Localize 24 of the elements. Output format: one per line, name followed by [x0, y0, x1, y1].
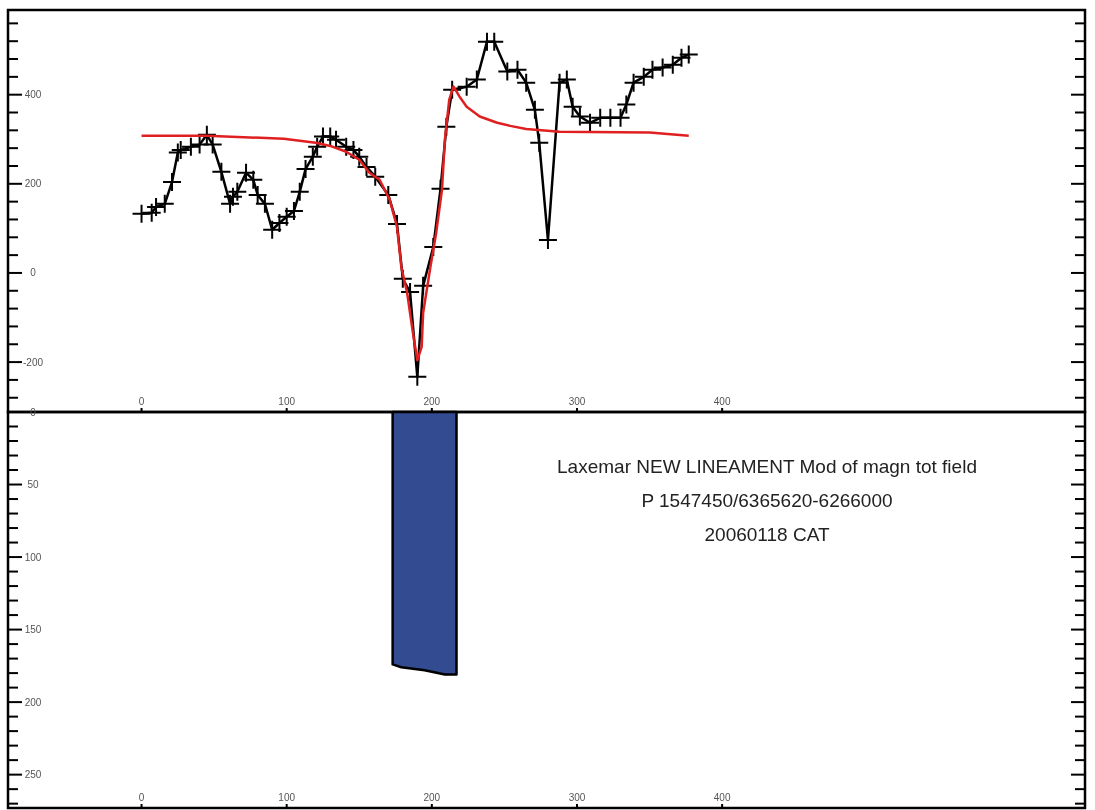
x-tick-label: 0 — [138, 396, 145, 407]
y-tick-label: 400 — [24, 89, 42, 101]
annotation: 20060118 CAT — [704, 524, 830, 545]
annotation: Laxemar NEW LINEAMENT Mod of magn tot field — [557, 456, 977, 477]
x-tick-label: 100 — [278, 792, 296, 803]
x-tick-label: 200 — [423, 792, 441, 803]
annotation: P 1547450/6365620-6266000 — [641, 490, 893, 511]
x-tick-label: 400 — [713, 396, 731, 407]
y-tick-label: 250 — [24, 769, 42, 781]
x-tick-label: 100 — [278, 396, 296, 407]
line-series — [140, 85, 690, 362]
x-tick-label: 300 — [568, 396, 586, 407]
y-tick-label: 50 — [27, 479, 39, 491]
y-tick-label: 200 — [24, 696, 42, 708]
y-tick-label: -200 — [22, 356, 44, 368]
y-tick-label: 150 — [24, 624, 42, 636]
y-tick-label: 0 — [30, 267, 37, 279]
x-tick-label: 400 — [713, 792, 731, 803]
x-tick-label: 300 — [568, 792, 586, 803]
x-tick-label: 0 — [138, 792, 145, 803]
y-tick-label: 0 — [30, 406, 37, 418]
y-tick-label: 200 — [24, 178, 42, 190]
y-tick-label: 100 — [24, 551, 42, 563]
x-tick-label: 200 — [423, 396, 441, 407]
